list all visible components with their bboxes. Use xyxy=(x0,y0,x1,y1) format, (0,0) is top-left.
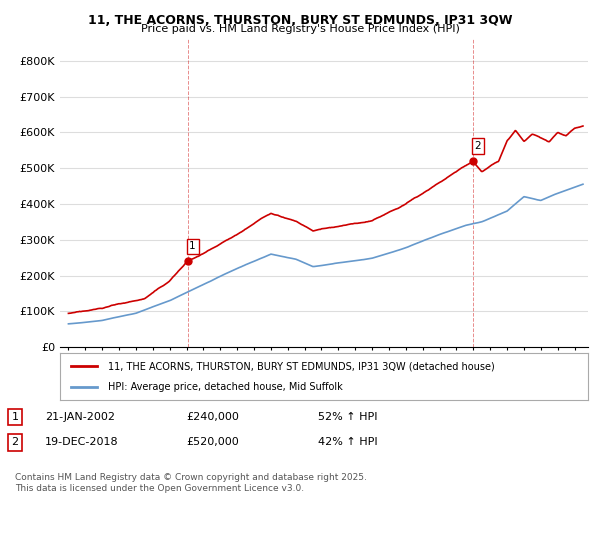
Text: £240,000: £240,000 xyxy=(186,412,239,422)
Text: 2: 2 xyxy=(475,141,481,151)
Text: Contains HM Land Registry data © Crown copyright and database right 2025.
This d: Contains HM Land Registry data © Crown c… xyxy=(15,473,367,493)
Text: 19-DEC-2018: 19-DEC-2018 xyxy=(45,437,119,447)
Text: 2: 2 xyxy=(11,437,19,447)
Text: 21-JAN-2002: 21-JAN-2002 xyxy=(45,412,115,422)
Text: 52% ↑ HPI: 52% ↑ HPI xyxy=(318,412,377,422)
Text: £520,000: £520,000 xyxy=(186,437,239,447)
Text: HPI: Average price, detached house, Mid Suffolk: HPI: Average price, detached house, Mid … xyxy=(107,382,342,392)
Text: 1: 1 xyxy=(11,412,19,422)
Text: 42% ↑ HPI: 42% ↑ HPI xyxy=(318,437,377,447)
Text: 11, THE ACORNS, THURSTON, BURY ST EDMUNDS, IP31 3QW: 11, THE ACORNS, THURSTON, BURY ST EDMUND… xyxy=(88,14,512,27)
Text: Price paid vs. HM Land Registry's House Price Index (HPI): Price paid vs. HM Land Registry's House … xyxy=(140,24,460,34)
Text: 1: 1 xyxy=(189,241,196,251)
Text: 11, THE ACORNS, THURSTON, BURY ST EDMUNDS, IP31 3QW (detached house): 11, THE ACORNS, THURSTON, BURY ST EDMUND… xyxy=(107,361,494,371)
